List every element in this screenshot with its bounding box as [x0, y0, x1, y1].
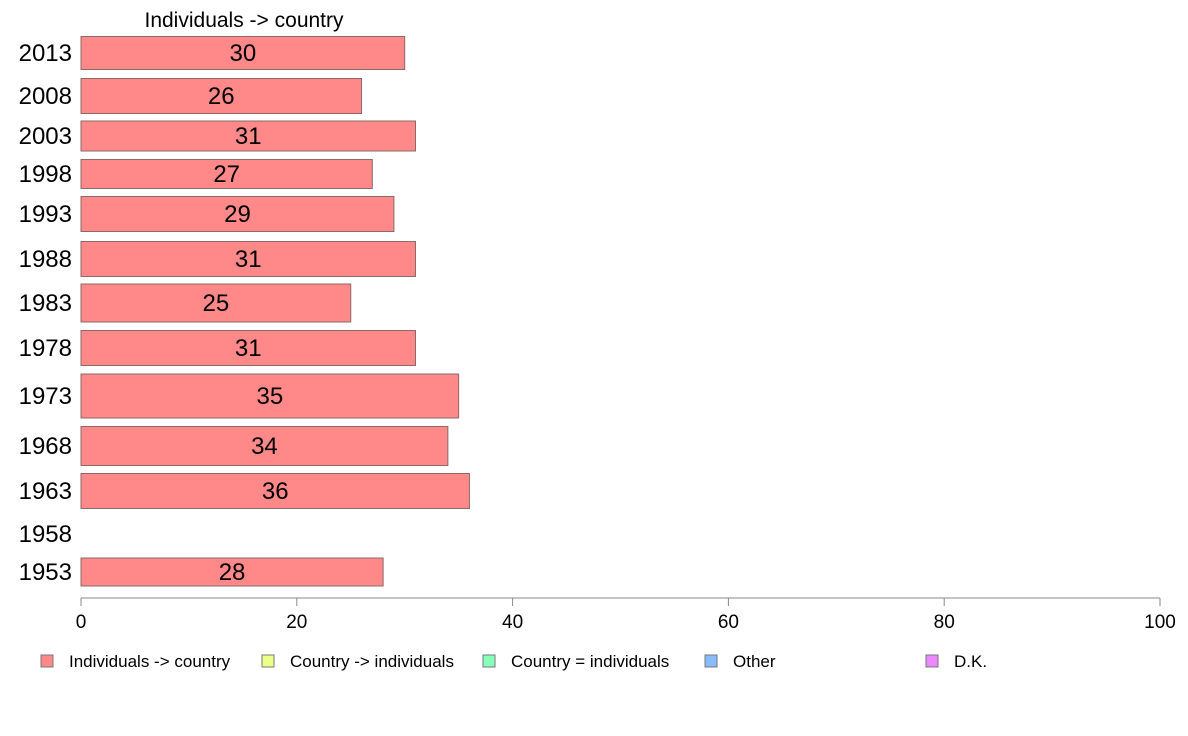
category-label: 1978 [19, 335, 72, 362]
bar-value-label: 31 [235, 123, 262, 150]
category-label: 1973 [19, 383, 72, 410]
legend-swatch [925, 654, 939, 668]
category-label: 1958 [19, 521, 72, 548]
category-label: 2003 [19, 123, 72, 150]
bar [80, 473, 470, 509]
category-label: 2013 [19, 40, 72, 67]
x-tick-label: 40 [502, 612, 523, 633]
legend-label: Country -> individuals [290, 652, 454, 671]
chart-title: Individuals -> country [144, 9, 344, 32]
bar-value-label: 29 [224, 201, 251, 228]
category-label: 1953 [19, 559, 72, 586]
bar [80, 120, 416, 152]
category-axis: 2013 2008 2003 1998 1993 1988 1983 1978 1973 1968… [19, 40, 72, 586]
bar-value-label: 27 [213, 161, 240, 188]
x-tick-label: 60 [718, 612, 739, 633]
bar-value-label: 26 [208, 83, 235, 110]
bar-value-label: 25 [203, 290, 230, 317]
bar-value-label: 30 [229, 40, 256, 67]
bar-value-label: 35 [256, 383, 283, 410]
bar-value-label: 28 [219, 559, 246, 586]
legend-swatch [482, 654, 496, 668]
bar [80, 78, 363, 114]
legend-swatch [261, 654, 275, 668]
x-tick-label: 20 [286, 612, 307, 633]
bar [80, 330, 416, 366]
bar [80, 241, 416, 277]
category-label: 1993 [19, 201, 72, 228]
bar-value-label: 36 [262, 478, 289, 505]
category-label: 1968 [19, 433, 72, 460]
category-label: 1998 [19, 161, 72, 188]
category-label: 1983 [19, 290, 72, 317]
bar-value-label: 31 [235, 246, 262, 273]
x-axis: 0 20 40 60 80 100 [76, 597, 1176, 633]
bar [80, 426, 449, 466]
legend-label: Other [733, 652, 776, 671]
x-tick-label: 80 [934, 612, 955, 633]
legend-swatch [40, 654, 54, 668]
legend: Individuals -> country Country -> individ… [40, 652, 987, 671]
legend-label: D.K. [954, 652, 987, 671]
bars-group [80, 36, 470, 587]
bar-value-label: 31 [235, 335, 262, 362]
bar [80, 159, 373, 189]
category-label: 2008 [19, 83, 72, 110]
category-label: 1963 [19, 478, 72, 505]
legend-label: Individuals -> country [69, 652, 231, 671]
x-tick-label: 100 [1144, 612, 1176, 633]
x-tick-label: 0 [76, 612, 87, 633]
category-label: 1988 [19, 246, 72, 273]
bar [80, 283, 352, 323]
bar [80, 36, 406, 70]
bar [80, 557, 384, 587]
bar-value-label: 34 [251, 433, 278, 460]
bar [80, 373, 460, 419]
legend-swatch [704, 654, 718, 668]
bar [80, 196, 395, 232]
legend-label: Country = individuals [511, 652, 669, 671]
